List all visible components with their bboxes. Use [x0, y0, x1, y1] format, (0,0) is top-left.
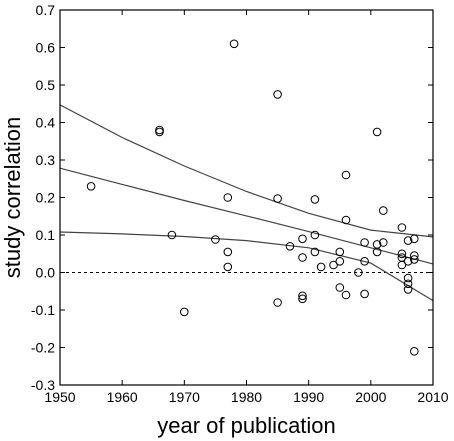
y-tick-label: 0.4: [36, 115, 56, 131]
y-tick-label: 0.1: [36, 227, 56, 243]
data-point: [229, 39, 239, 49]
x-tick-label: 2010: [417, 389, 448, 405]
data-point: [310, 230, 320, 240]
data-point: [410, 234, 419, 244]
data-point: [167, 230, 177, 240]
data-point: [403, 279, 413, 289]
data-point: [360, 238, 369, 247]
data-point: [335, 283, 345, 292]
regression-line: [59, 167, 434, 265]
y-tick-label: 0.5: [36, 77, 56, 93]
data-point: [335, 257, 345, 266]
data-point: [403, 236, 413, 245]
data-point: [397, 223, 407, 232]
y-tick-label: 0.2: [36, 190, 56, 206]
y-tick-label: -0.1: [31, 302, 55, 318]
data-point: [180, 307, 189, 317]
data-point: [223, 193, 233, 202]
data-point: [397, 260, 407, 270]
data-point: [410, 251, 419, 260]
data-point: [360, 289, 369, 299]
data-point: [360, 257, 369, 266]
data-point: [372, 247, 382, 257]
x-tick-label: 2000: [355, 389, 386, 405]
y-tick-label: 0.6: [36, 40, 56, 56]
plot-frame: [59, 9, 434, 386]
y-tick-label: 0.3: [36, 152, 56, 168]
data-point: [410, 255, 419, 264]
data-point: [341, 170, 351, 180]
data-point: [310, 195, 320, 204]
x-tick-label: 1970: [169, 389, 200, 405]
data-marks: [59, 39, 434, 356]
data-point: [223, 247, 233, 257]
data-point: [329, 260, 338, 270]
data-point: [403, 285, 413, 294]
data-point: [397, 249, 407, 259]
data-point: [273, 298, 282, 307]
lower-confidence-curve: [59, 231, 434, 302]
x-tick-label: 1960: [107, 389, 138, 405]
axes: 1950 1960 1970 1980 1990 2000 2010 -0.3 -0.2 -0.1…: [31, 2, 449, 405]
data-point: [341, 215, 351, 225]
x-tick-label: 1990: [293, 389, 324, 405]
data-point: [403, 257, 413, 266]
data-point: [410, 347, 419, 356]
data-point: [298, 294, 307, 304]
y-tick-label: 0.7: [36, 2, 56, 18]
data-point: [273, 194, 282, 203]
x-tick-label: 1980: [231, 389, 262, 405]
upper-confidence-curve: [59, 104, 434, 238]
data-point: [341, 290, 351, 300]
x-axis-label: year of publication: [157, 413, 336, 438]
data-point: [354, 268, 363, 277]
data-point: [298, 291, 307, 301]
data-point: [298, 253, 307, 262]
y-tick-label: -0.3: [31, 377, 55, 393]
data-point: [372, 127, 382, 137]
data-point: [298, 234, 307, 244]
data-point: [310, 247, 320, 257]
data-point: [155, 127, 164, 137]
data-point: [211, 235, 220, 244]
y-tick-label: 0.0: [36, 265, 56, 281]
data-point: [379, 206, 388, 215]
data-point: [155, 125, 164, 135]
data-point: [223, 262, 233, 272]
data-point: [403, 273, 413, 283]
x-tick-label: 1950: [44, 389, 75, 405]
y-tick-label: -0.2: [31, 340, 55, 356]
data-point: [285, 242, 295, 251]
data-point: [273, 90, 282, 99]
data-point: [379, 238, 388, 247]
data-point: [335, 247, 345, 257]
data-point: [316, 262, 326, 272]
y-axis-label: study correlation: [0, 117, 25, 278]
data-point: [86, 182, 96, 191]
